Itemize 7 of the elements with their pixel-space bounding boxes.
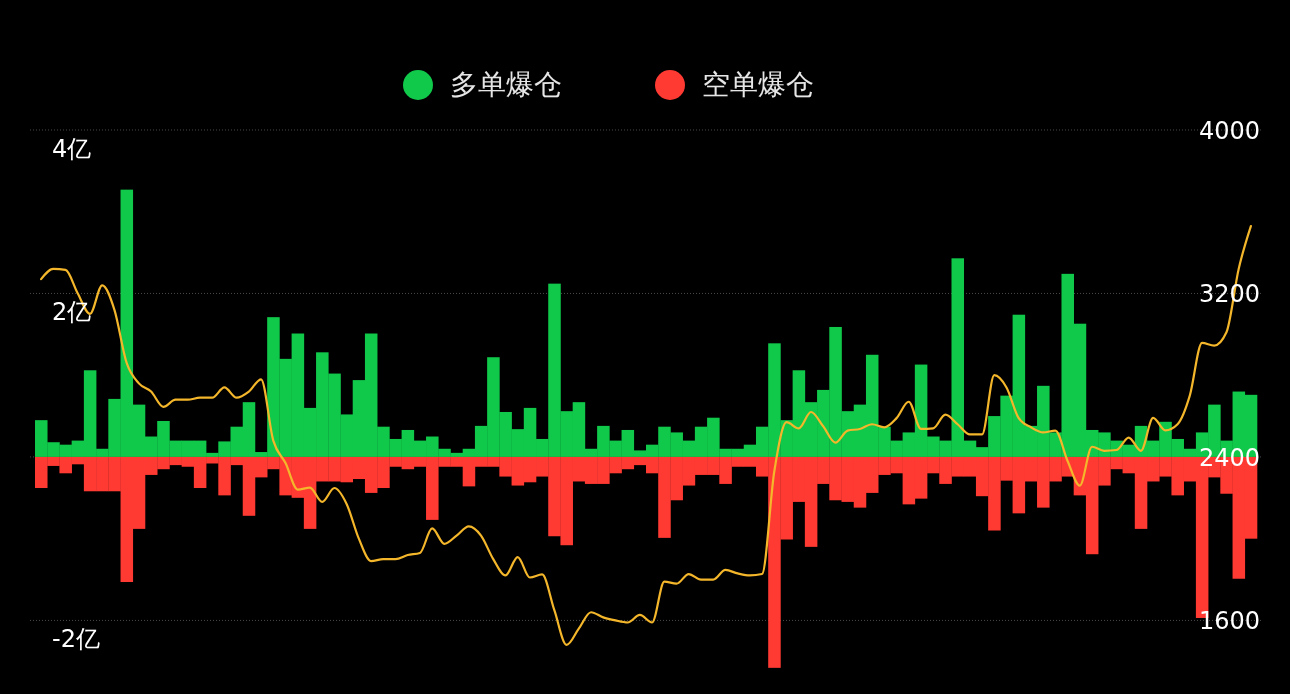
y-tick-label: 4亿 <box>52 134 92 163</box>
y-tick-label: -2亿 <box>52 625 100 654</box>
y2-tick-label: 1600 <box>1198 607 1260 636</box>
y-tick-label: 2亿 <box>52 298 92 327</box>
y2-tick-label: 4000 <box>1198 116 1260 145</box>
legend-label: 空单爆仓 <box>702 68 814 101</box>
legend-label: 多单爆仓 <box>450 68 562 101</box>
